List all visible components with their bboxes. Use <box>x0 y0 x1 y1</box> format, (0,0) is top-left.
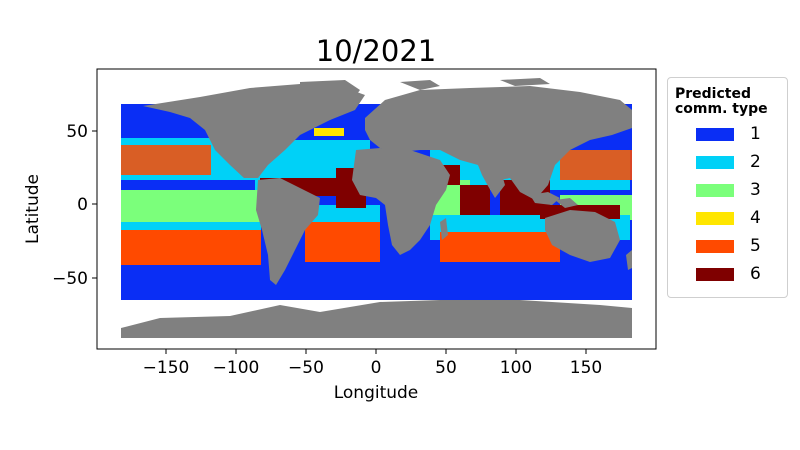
legend-label: 6 <box>750 264 761 284</box>
x-tick-label: 150 <box>570 358 602 378</box>
x-tick-label: −50 <box>288 358 324 378</box>
y-tick-label: −50 <box>52 269 88 289</box>
y-axis: −50 0 50 Latitude <box>23 122 97 289</box>
legend-swatch <box>696 211 734 225</box>
equatorial-type-3 <box>121 190 261 222</box>
legend-swatch <box>696 155 734 169</box>
x-tick-label: 100 <box>500 358 532 378</box>
legend-entry: 2 <box>696 152 761 172</box>
map-area <box>121 78 632 338</box>
legend-label: 2 <box>750 152 761 172</box>
legend-label: 4 <box>750 208 761 228</box>
y-axis-label: Latitude <box>23 174 43 244</box>
legend: Predicted comm. type 1 2 3 4 5 6 <box>667 77 788 298</box>
x-axis-label: Longitude <box>334 383 419 403</box>
legend-entry: 6 <box>696 264 761 284</box>
x-tick-label: −100 <box>213 358 260 378</box>
x-tick-label: −150 <box>143 358 190 378</box>
chart-title: 10/2021 <box>316 34 436 68</box>
legend-entry: 5 <box>696 236 761 256</box>
x-tick-label: 50 <box>435 358 457 378</box>
legend-label: 3 <box>750 180 761 200</box>
legend-swatch <box>696 183 734 197</box>
x-tick-label: 0 <box>371 358 382 378</box>
legend-entry: 1 <box>696 124 761 144</box>
legend-label: 1 <box>750 124 761 144</box>
legend-entry: 3 <box>696 180 761 200</box>
legend-swatch <box>696 239 734 253</box>
legend-label: 5 <box>750 236 761 256</box>
land-masses <box>121 78 632 338</box>
legend-swatch <box>696 267 734 281</box>
x-axis: −150 −100 −50 0 50 100 150 Longitude <box>143 349 602 403</box>
legend-entry: 4 <box>696 208 761 228</box>
legend-swatch <box>696 127 734 141</box>
legend-title: Predicted comm. type <box>675 86 768 117</box>
y-tick-label: 50 <box>66 122 88 142</box>
south-pacific-type-5 <box>121 230 261 265</box>
y-tick-label: 0 <box>77 195 88 215</box>
